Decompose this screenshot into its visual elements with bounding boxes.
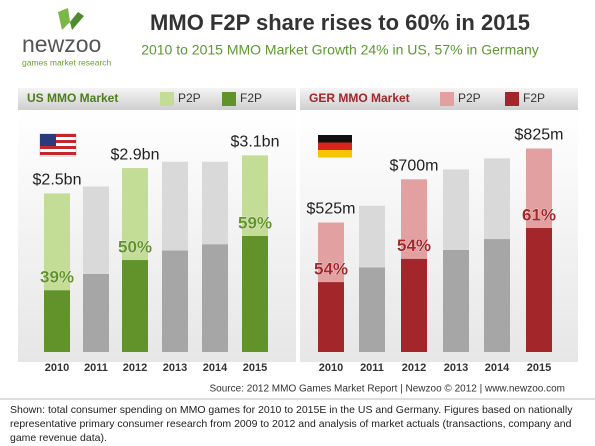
bar-segment	[83, 273, 109, 352]
logo-icon	[70, 12, 84, 30]
bar-segment	[318, 282, 344, 352]
x-tick-label: 2012	[123, 362, 147, 374]
bar-segment	[122, 260, 148, 352]
legend-swatch	[222, 92, 236, 106]
share-label: 61%	[522, 205, 556, 224]
bar-segment	[44, 193, 70, 291]
legend-label: F2P	[523, 91, 545, 105]
share-label: 54%	[397, 236, 431, 255]
bar-segment	[526, 227, 552, 352]
source: Source: 2012 MMO Games Market Report | N…	[210, 384, 565, 395]
legend-label: P2P	[178, 91, 201, 105]
total-label: $3.1bn	[231, 134, 280, 151]
bar-segment	[242, 235, 268, 352]
bar-segment	[359, 205, 385, 268]
share-label: 59%	[238, 213, 272, 232]
legend-swatch	[440, 92, 454, 106]
note: Shown: total consumer spending on MMO ga…	[10, 404, 573, 444]
x-tick-label: 2015	[527, 362, 551, 374]
x-tick-label: 2013	[163, 362, 187, 374]
total-label: $2.5bn	[33, 172, 82, 189]
bar-segment	[526, 148, 552, 228]
logo-name: newzoo	[22, 31, 101, 57]
total-label: $825m	[515, 127, 564, 144]
bar-segment	[484, 158, 510, 240]
bar-segment	[202, 161, 228, 245]
x-tick-label: 2011	[84, 362, 108, 374]
bar-segment	[318, 222, 344, 283]
bar-segment	[443, 169, 469, 250]
bar-segment	[202, 244, 228, 352]
x-tick-label: 2011	[360, 362, 384, 374]
bar-segment	[162, 250, 188, 352]
bar-segment	[401, 258, 427, 352]
x-tick-label: 2015	[243, 362, 267, 374]
legend-swatch	[160, 92, 174, 106]
legend-label: P2P	[458, 91, 481, 105]
legend-label: F2P	[240, 91, 262, 105]
bar-segment	[242, 155, 268, 236]
logo: newzoo games market research	[22, 8, 112, 67]
x-tick-label: 2010	[45, 362, 69, 374]
panel-title: GER MMO Market	[309, 91, 410, 105]
us-flag	[39, 133, 77, 157]
share-label: 39%	[40, 268, 74, 287]
bar-segment	[359, 267, 385, 352]
bar-segment	[122, 168, 148, 261]
subtitle: 2010 to 2015 MMO Market Growth 24% in US…	[141, 42, 539, 58]
x-tick-label: 2014	[485, 362, 510, 374]
x-tick-label: 2014	[203, 362, 228, 374]
total-label: $700m	[390, 158, 439, 175]
bar-segment	[484, 239, 510, 352]
bar-segment	[44, 290, 70, 352]
germany-flag	[318, 135, 352, 158]
share-label: 54%	[314, 260, 348, 279]
title: MMO F2P share rises to 60% in 2015	[150, 10, 530, 35]
x-tick-label: 2010	[319, 362, 343, 374]
bar-segment	[443, 249, 469, 352]
bar-segment	[162, 161, 188, 251]
bar-segment	[83, 186, 109, 274]
share-label: 50%	[118, 238, 152, 257]
total-label: $525m	[307, 201, 356, 218]
logo-icon	[58, 8, 70, 30]
logo-tagline: games market research	[22, 57, 112, 67]
infographic: newzoo games market research MMO F2P sha…	[0, 8, 595, 400]
legend-swatch	[505, 92, 519, 106]
x-tick-label: 2012	[402, 362, 426, 374]
panel-title: US MMO Market	[27, 91, 118, 105]
x-tick-label: 2013	[444, 362, 468, 374]
total-label: $2.9bn	[111, 146, 160, 163]
bar-segment	[401, 179, 427, 259]
